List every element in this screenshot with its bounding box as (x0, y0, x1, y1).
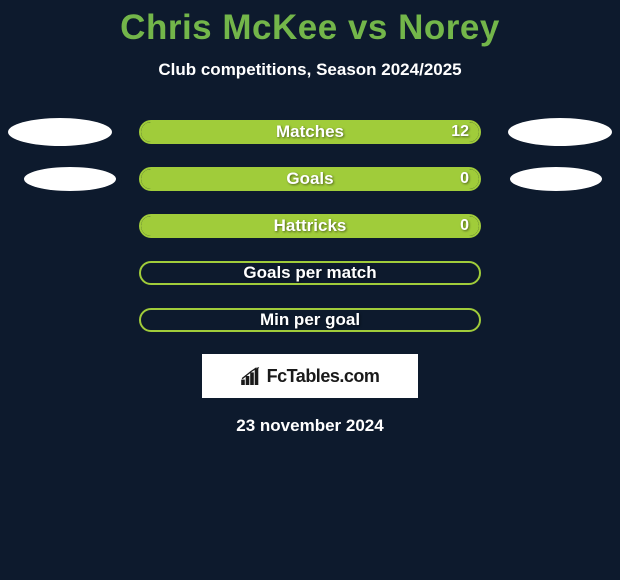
stat-bar: Min per goal (139, 308, 481, 332)
page-title: Chris McKee vs Norey (120, 8, 500, 48)
stat-value-right: 0 (460, 170, 469, 188)
stat-label: Min per goal (260, 310, 360, 330)
subtitle: Club competitions, Season 2024/2025 (158, 60, 461, 80)
stat-row: Goals 0 (0, 167, 620, 191)
player1-marker (8, 118, 112, 146)
player2-marker (508, 118, 612, 146)
stat-label: Goals (286, 169, 333, 189)
stat-value-right: 12 (451, 123, 469, 141)
vs-text: vs (348, 8, 388, 47)
stat-label: Matches (276, 122, 344, 142)
stat-bar: Goals 0 (139, 167, 481, 191)
logo-text: FcTables.com (267, 366, 380, 387)
player2-name: Norey (398, 8, 500, 47)
stat-row: Min per goal (0, 308, 620, 332)
player2-marker (510, 167, 602, 191)
stat-bar: Matches 12 (139, 120, 481, 144)
date-text: 23 november 2024 (236, 416, 383, 436)
player1-name: Chris McKee (120, 8, 338, 47)
stat-bar: Goals per match (139, 261, 481, 285)
stat-row: Matches 12 (0, 120, 620, 144)
stat-label: Goals per match (243, 263, 376, 283)
logo-box: FcTables.com (202, 354, 418, 398)
stat-label: Hattricks (274, 216, 347, 236)
fctables-icon (241, 367, 263, 385)
stat-bar: Hattricks 0 (139, 214, 481, 238)
player1-marker (24, 167, 116, 191)
stat-value-right: 0 (460, 217, 469, 235)
stat-row: Hattricks 0 (0, 214, 620, 238)
stats-chart: Matches 12 Goals 0 Hattricks 0 Goals per match… (0, 120, 620, 332)
stat-row: Goals per match (0, 261, 620, 285)
